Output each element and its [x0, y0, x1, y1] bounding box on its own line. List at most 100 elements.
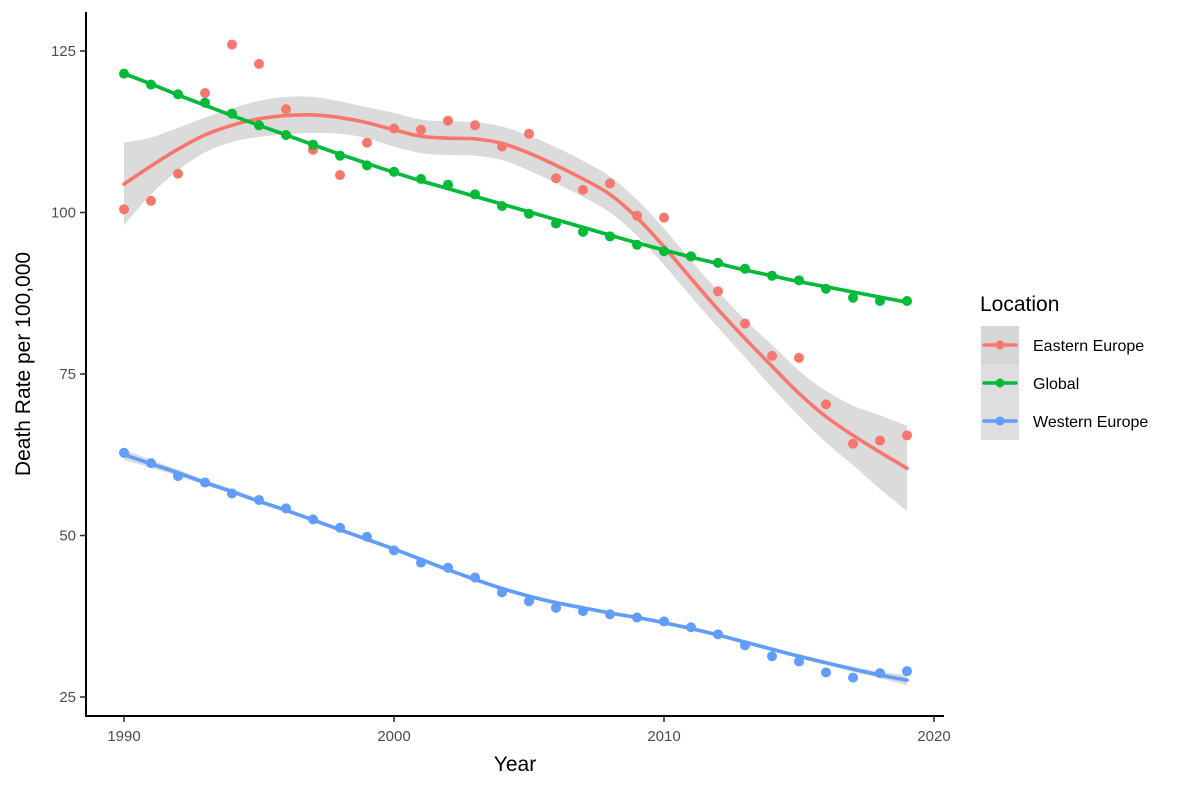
western-europe-point [281, 503, 291, 514]
eastern-europe-point [767, 350, 777, 361]
x-tick-label: 2000 [377, 728, 410, 745]
legend-label-eastern-europe: Eastern Europe [1033, 338, 1144, 355]
y-axis-ticks: 25 50 75 100 125 [51, 43, 86, 706]
eastern-europe-point [524, 128, 534, 139]
global-point [335, 150, 345, 161]
global-point [875, 296, 885, 307]
eastern-europe-point [362, 137, 372, 148]
eastern-europe-trend-line [122, 113, 909, 471]
eastern-europe-point [551, 173, 561, 184]
legend: Location Eastern Europe Global Western Eur… [980, 293, 1148, 440]
western-europe-point [173, 471, 183, 482]
eastern-europe-point [875, 435, 885, 446]
y-tick-label: 100 [51, 205, 76, 222]
western-europe-point [254, 494, 264, 505]
western-europe-point [713, 629, 723, 640]
global-point [173, 89, 183, 100]
y-tick-label: 75 [59, 366, 76, 383]
western-europe-confidence-band [124, 449, 907, 686]
eastern-europe-point [740, 318, 750, 329]
western-europe-point [551, 602, 561, 613]
y-tick-label: 25 [59, 689, 76, 706]
global-point [389, 166, 399, 177]
legend-item-western-europe: Western Europe [981, 402, 1148, 440]
western-europe-point [443, 562, 453, 573]
eastern-europe-point [416, 124, 426, 135]
global-point [443, 179, 453, 190]
eastern-europe-point [821, 399, 831, 410]
western-europe-point [821, 667, 831, 678]
global-point [524, 208, 534, 219]
legend-label-western-europe: Western Europe [1033, 414, 1148, 431]
western-europe-point [848, 672, 858, 683]
eastern-europe-point [254, 58, 264, 69]
global-point [308, 139, 318, 150]
global-point [659, 246, 669, 257]
eastern-europe-point [146, 195, 156, 206]
global-point [902, 296, 912, 307]
global-point [821, 283, 831, 294]
western-europe-point [227, 488, 237, 499]
x-tick-label: 2010 [647, 728, 680, 745]
global-point [416, 173, 426, 184]
x-tick-label: 1990 [107, 728, 140, 745]
global-point [740, 263, 750, 274]
x-tick-label: 2020 [917, 728, 950, 745]
western-europe-point [740, 640, 750, 651]
x-axis-ticks: 1990 2000 2010 2020 [107, 716, 951, 745]
eastern-europe-point [200, 87, 210, 98]
western-europe-point [119, 447, 129, 458]
eastern-europe-point [119, 204, 129, 215]
western-europe-point [335, 522, 345, 533]
x-axis-title: Year [494, 753, 536, 776]
eastern-europe-point [578, 184, 588, 195]
eastern-europe-point [632, 210, 642, 221]
eastern-europe-point [497, 141, 507, 152]
eastern-europe-point [281, 104, 291, 115]
eastern-europe-confidence-band [124, 96, 907, 511]
legend-item-eastern-europe: Eastern Europe [981, 326, 1144, 364]
legend-key-point [995, 416, 1005, 426]
global-point [713, 257, 723, 268]
western-europe-point [767, 651, 777, 662]
eastern-europe-point [794, 352, 804, 363]
eastern-europe-point [848, 438, 858, 449]
legend-keys: Eastern Europe Global Western Europe [981, 326, 1148, 440]
eastern-europe-point [902, 430, 912, 441]
eastern-europe-point [470, 120, 480, 131]
western-europe-point [794, 656, 804, 667]
data-points [119, 39, 912, 683]
eastern-europe-point [443, 115, 453, 126]
eastern-europe-point [389, 123, 399, 134]
western-europe-point [605, 609, 615, 620]
western-europe-point [875, 668, 885, 679]
y-axis-title: Death Rate per 100,000 [12, 252, 35, 476]
western-europe-point [362, 531, 372, 542]
western-europe-trend-line [122, 452, 909, 682]
western-europe-point [470, 572, 480, 583]
legend-key-point [995, 340, 1005, 350]
legend-label-global: Global [1033, 376, 1079, 393]
global-point [470, 189, 480, 200]
eastern-europe-point [605, 178, 615, 189]
global-point [767, 270, 777, 281]
y-tick-label: 50 [59, 528, 76, 545]
y-tick-label: 125 [51, 43, 76, 60]
eastern-europe-point [227, 39, 237, 50]
western-europe-point [686, 622, 696, 633]
global-point [227, 108, 237, 119]
western-europe-point [524, 596, 534, 607]
global-point [362, 160, 372, 171]
global-point [632, 239, 642, 250]
global-point [497, 201, 507, 212]
western-europe-point [659, 616, 669, 627]
western-europe-point [200, 477, 210, 488]
eastern-europe-point [335, 170, 345, 181]
legend-title: Location [980, 293, 1059, 316]
global-point [794, 275, 804, 286]
global-point [119, 68, 129, 79]
western-europe-point [902, 666, 912, 677]
eastern-europe-point [713, 286, 723, 297]
global-point [578, 226, 588, 237]
global-point [281, 129, 291, 140]
